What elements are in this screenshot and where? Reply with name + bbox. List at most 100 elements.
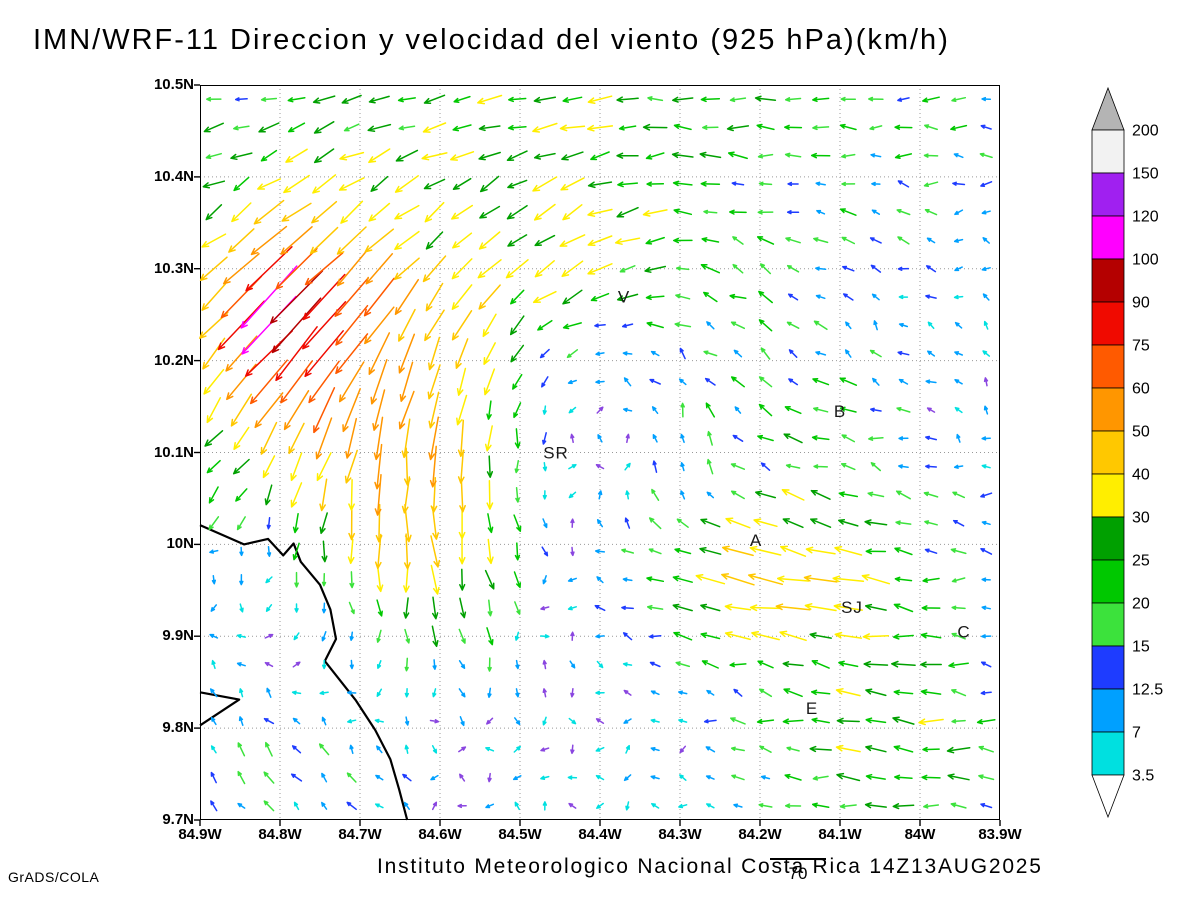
wind-arrow	[954, 351, 964, 356]
wind-arrow	[749, 545, 782, 556]
wind-arrow	[923, 803, 940, 809]
wind-arrow	[567, 577, 577, 583]
wind-arrow	[364, 228, 395, 253]
wind-arrow	[264, 661, 274, 668]
wind-arrow	[477, 94, 503, 105]
wind-arrow	[561, 151, 584, 161]
wind-arrow	[650, 718, 660, 723]
wind-arrow	[646, 181, 665, 187]
wind-arrow	[951, 96, 967, 103]
wind-arrow	[868, 436, 884, 441]
y-axis-label: 10N	[166, 535, 194, 553]
wind-arrow	[596, 519, 604, 528]
wind-arrow	[865, 688, 887, 697]
wind-arrow	[514, 717, 521, 726]
legend-label: 200	[1132, 123, 1159, 140]
wind-arrow	[894, 547, 913, 556]
wind-arrow	[756, 123, 775, 131]
wind-arrow	[210, 800, 218, 812]
wind-arrow	[893, 603, 914, 613]
wind-arrow	[368, 95, 390, 104]
wind-arrow	[478, 284, 501, 310]
wind-arrow	[595, 774, 605, 781]
coastline-path	[199, 524, 409, 821]
wind-arrow	[290, 773, 303, 782]
wind-arrow	[700, 632, 721, 640]
legend-label: 15	[1132, 639, 1150, 656]
wind-arrow	[403, 801, 410, 810]
wind-arrow	[368, 148, 391, 164]
wind-arrow	[597, 490, 603, 500]
wind-arrow	[950, 548, 967, 555]
wind-arrow	[201, 233, 227, 248]
wind-arrow	[338, 361, 365, 403]
wind-arrow	[699, 546, 722, 555]
wind-arrow	[870, 407, 882, 412]
wind-arrow	[275, 326, 318, 382]
wind-arrow	[514, 459, 520, 474]
wind-arrow	[756, 236, 775, 245]
wind-arrow	[679, 347, 686, 360]
wind-arrow	[983, 320, 989, 330]
wind-arrow	[759, 745, 772, 753]
wind-arrow	[954, 321, 963, 329]
wind-arrow	[953, 153, 964, 159]
wind-arrow	[403, 566, 410, 593]
wind-arrow	[430, 774, 439, 781]
wind-arrow	[240, 265, 298, 329]
wind-arrow	[923, 491, 939, 498]
wind-arrow	[266, 545, 272, 557]
wind-arrow	[954, 406, 963, 414]
wind-arrow	[925, 294, 937, 299]
wind-arrow	[786, 321, 800, 329]
wind-arrow	[346, 772, 357, 783]
wind-arrow	[394, 175, 419, 193]
wind-arrow	[292, 661, 301, 668]
wind-arrow	[506, 150, 528, 161]
legend-box	[1091, 258, 1125, 303]
station-labels-layer: V B SR A SJ C E	[543, 287, 969, 718]
wind-arrow	[700, 181, 721, 187]
wind-field-svg: V B SR A SJ C E	[194, 84, 1001, 826]
wind-arrow	[402, 773, 412, 782]
wind-arrow	[707, 430, 713, 446]
wind-arrow	[566, 349, 579, 359]
wind-arrow	[725, 517, 751, 529]
wind-arrow	[483, 342, 496, 365]
y-axis-label: 10.3N	[153, 259, 194, 277]
wind-arrow	[203, 122, 224, 133]
plot-frame	[200, 85, 1000, 820]
wind-arrow	[404, 657, 409, 672]
wind-arrow	[541, 376, 549, 388]
wind-arrow	[980, 124, 992, 130]
wind-arrow	[423, 178, 446, 190]
wind-arrow	[257, 178, 281, 190]
wind-arrow	[810, 489, 831, 500]
wind-arrow	[487, 513, 494, 534]
wind-arrow	[222, 253, 260, 285]
wind-arrow	[757, 153, 774, 159]
wind-arrow	[238, 716, 244, 726]
wind-arrow	[652, 460, 658, 473]
wind-arrow	[649, 378, 661, 385]
wind-arrow	[533, 203, 556, 221]
station-label: A	[750, 531, 762, 550]
wind-arrow	[453, 95, 471, 103]
legend-box	[1091, 516, 1125, 561]
wind-arrow	[782, 718, 804, 725]
wind-arrow	[760, 462, 771, 471]
wind-arrow	[927, 350, 936, 357]
wind-arrow	[321, 659, 327, 670]
wind-arrow	[648, 517, 662, 530]
wind-arrow	[559, 124, 586, 132]
wind-arrow	[781, 489, 805, 501]
wind-arrow	[862, 633, 890, 640]
wind-arrow	[675, 293, 691, 300]
wind-arrow	[923, 181, 939, 188]
wind-arrow	[895, 520, 912, 526]
wind-arrow	[920, 661, 942, 668]
legend-label: 40	[1132, 467, 1150, 484]
legend-label: 7	[1132, 725, 1141, 742]
wind-arrow	[730, 746, 745, 752]
wind-arrow	[842, 265, 855, 272]
